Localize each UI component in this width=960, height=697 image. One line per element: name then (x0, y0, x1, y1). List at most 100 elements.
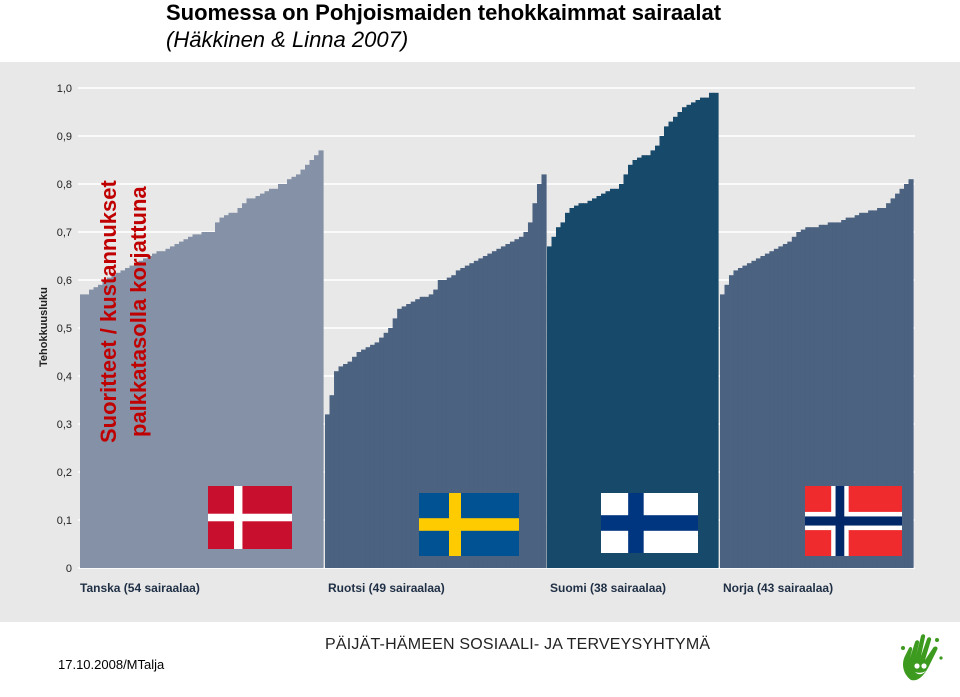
bar-norway (720, 294, 726, 568)
bar-norway (827, 222, 833, 568)
bar-norway (764, 253, 770, 568)
bar-finland (592, 198, 598, 568)
y-tick-label: 0,5 (57, 323, 72, 335)
y-tick-label: 0,4 (57, 371, 72, 383)
x-category-label: Tanska (54 sairaalaa) (80, 581, 200, 595)
bar-denmark (210, 232, 216, 568)
bar-sweden (451, 275, 457, 568)
bar-finland (587, 200, 593, 569)
footer-organization: PÄIJÄT-HÄMEEN SOSIAALI- JA TERVEYSYHTYMÄ (325, 636, 711, 653)
bar-sweden (496, 248, 502, 569)
bar-finland (650, 150, 656, 568)
bar-norway (742, 265, 748, 568)
bar-norway (746, 263, 753, 568)
bar-norway (863, 212, 869, 569)
bar-sweden (541, 174, 547, 568)
bar-denmark (264, 191, 270, 568)
bar-denmark (255, 196, 261, 568)
bar-denmark (129, 265, 135, 568)
bar-sweden (419, 296, 425, 568)
bar-finland (641, 155, 647, 568)
bar-finland (596, 196, 602, 568)
page-title: Suomessa on Pohjoismaiden tehokkaimmat s… (166, 0, 722, 25)
bar-norway (854, 215, 860, 568)
bar-norway (778, 246, 784, 568)
bar-norway (791, 236, 797, 569)
bar-norway (796, 232, 802, 568)
bar-finland (551, 236, 557, 569)
y-tick-label: 0,9 (57, 131, 72, 143)
bar-denmark (143, 258, 149, 568)
bar-denmark (156, 251, 162, 568)
bar-denmark (125, 268, 131, 568)
bar-denmark (300, 169, 306, 568)
bar-finland (673, 116, 679, 569)
sweden-flag-icon (419, 493, 519, 556)
bar-norway (823, 224, 829, 569)
y-tick-label: 1,0 (57, 83, 72, 95)
bar-finland (664, 126, 670, 569)
bar-denmark (314, 155, 320, 568)
bar-sweden (482, 256, 488, 568)
bar-denmark (116, 272, 122, 568)
bar-sweden (442, 280, 448, 568)
bar-norway (895, 193, 901, 568)
bar-norway (814, 227, 820, 568)
bar-sweden (383, 332, 389, 568)
bar-sweden (500, 246, 507, 568)
bar-sweden (392, 318, 398, 568)
bar-norway (886, 203, 892, 568)
bar-finland (646, 155, 652, 568)
bar-finland (569, 208, 575, 568)
bar-finland (628, 164, 634, 569)
bar-sweden (388, 328, 394, 568)
bar-finland (682, 107, 688, 568)
bar-norway (755, 258, 761, 568)
bar-norway (850, 217, 856, 568)
bar-finland (637, 157, 643, 568)
bar-norway (782, 244, 788, 568)
bar-denmark (80, 294, 86, 568)
bar-denmark (237, 208, 243, 568)
bar-sweden (424, 296, 430, 568)
bar-denmark (296, 174, 302, 568)
bar-norway (872, 210, 878, 568)
bar-finland (659, 136, 665, 568)
bar-finland (713, 92, 719, 569)
bar-norway (845, 217, 851, 568)
bar-denmark (179, 241, 185, 568)
y-tick-label: 0,6 (57, 275, 72, 287)
bar-sweden (491, 251, 497, 568)
bar-norway (751, 260, 757, 568)
bar-denmark (224, 215, 230, 568)
bar-norway (773, 248, 779, 569)
bar-denmark (183, 239, 189, 568)
bar-denmark (219, 217, 225, 568)
hand-logo-icon (901, 634, 943, 681)
bar-norway (841, 220, 847, 568)
bar-sweden (514, 239, 520, 568)
bar-sweden (356, 352, 362, 568)
bar-finland (691, 102, 697, 569)
bar-sweden (410, 301, 416, 568)
bar-sweden (374, 342, 380, 568)
bar-finland (583, 203, 589, 568)
bar-sweden (473, 260, 479, 568)
y-tick-label: 0,2 (57, 467, 72, 479)
bar-denmark (93, 287, 99, 568)
bar-finland (547, 246, 553, 568)
bar-norway (908, 179, 914, 568)
bar-denmark (251, 198, 257, 568)
bar-finland (556, 227, 562, 568)
bar-finland (614, 188, 620, 569)
bar-norway (877, 208, 883, 568)
bar-denmark (246, 198, 252, 568)
bar-denmark (192, 234, 198, 568)
bar-norway (859, 212, 865, 569)
bar-finland (619, 184, 625, 568)
finland-flag-icon (601, 493, 698, 553)
bar-finland (574, 205, 580, 568)
bar-sweden (361, 349, 367, 568)
bar-sweden (527, 222, 534, 568)
bar-sweden (370, 344, 376, 568)
